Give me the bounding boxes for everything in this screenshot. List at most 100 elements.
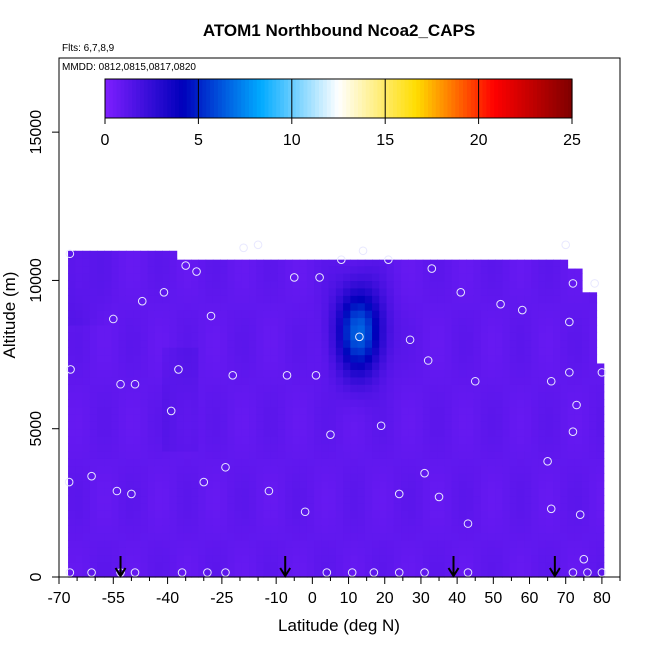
heatmap-cell-830 bbox=[198, 265, 207, 274]
heatmap-cell-2316 bbox=[451, 406, 460, 415]
heatmap-cell-1479 bbox=[314, 554, 322, 563]
heatmap-cell-955 bbox=[220, 295, 228, 304]
heatmap-cell-2815 bbox=[538, 532, 547, 541]
heatmap-cell-2471 bbox=[480, 532, 489, 541]
heatmap-cell-2181 bbox=[429, 450, 438, 459]
heatmap-cell-2250 bbox=[437, 259, 446, 267]
heatmap-cell-2761 bbox=[524, 295, 532, 304]
heatmap-cell-2888 bbox=[545, 310, 554, 319]
heatmap-cell-1497 bbox=[314, 421, 322, 430]
heatmap-cell-844 bbox=[205, 480, 214, 489]
colorbar-swatch-45 bbox=[280, 79, 285, 118]
heatmap-cell-2874 bbox=[545, 413, 554, 422]
heatmap-cell-474 bbox=[140, 317, 149, 326]
heatmap-cell-899 bbox=[212, 391, 221, 400]
heatmap-cell-846 bbox=[205, 465, 214, 474]
heatmap-cell-1243 bbox=[270, 391, 279, 400]
heatmap-cell-16 bbox=[68, 450, 76, 459]
heatmap-cell-1909 bbox=[386, 554, 395, 563]
heatmap-cell-1719 bbox=[350, 369, 359, 378]
heatmap-cell-251 bbox=[104, 339, 113, 348]
heatmap-cell-2829 bbox=[538, 428, 547, 437]
heatmap-cell-1291 bbox=[277, 354, 286, 363]
heatmap-cell-593 bbox=[162, 413, 170, 422]
heatmap-cell-1822 bbox=[372, 562, 380, 571]
heatmap-cell-695 bbox=[176, 310, 185, 319]
heatmap-cell-3158 bbox=[596, 465, 605, 474]
heatmap-cell-465 bbox=[140, 384, 149, 393]
heatmap-cell-1373 bbox=[292, 384, 301, 393]
heatmap-cell-2240 bbox=[437, 332, 446, 341]
heatmap-cell-32 bbox=[68, 332, 76, 341]
heatmap-cell-1454 bbox=[306, 421, 315, 430]
heatmap-cell-3013 bbox=[567, 339, 576, 348]
heatmap-cell-705 bbox=[183, 554, 192, 563]
heatmap-cell-818 bbox=[198, 354, 207, 363]
heatmap-cell-1409 bbox=[299, 436, 308, 445]
heatmap-cell-2400 bbox=[466, 421, 475, 430]
heatmap-cell-1768 bbox=[357, 324, 366, 333]
heatmap-cell-512 bbox=[147, 361, 156, 370]
heatmap-cell-1120 bbox=[249, 347, 257, 356]
heatmap-cell-2388 bbox=[466, 510, 475, 519]
heatmap-cell-2567 bbox=[495, 458, 503, 467]
heatmap-cell-2986 bbox=[567, 539, 576, 548]
sample-point-12 bbox=[130, 568, 140, 577]
chart-title: ATOM1 Northbound Ncoa2_CAPS bbox=[203, 21, 475, 40]
heatmap-cell-2375 bbox=[458, 287, 467, 296]
x-tick-label-10: 50 bbox=[484, 590, 502, 607]
sample-point-28 bbox=[264, 486, 274, 496]
heatmap-cell-1582 bbox=[328, 428, 337, 437]
heatmap-cell-658 bbox=[169, 258, 178, 267]
heatmap-cell-500 bbox=[147, 450, 156, 459]
heatmap-cell-1562 bbox=[321, 259, 330, 267]
heatmap-cell-2493 bbox=[480, 369, 489, 378]
heatmap-cell-2566 bbox=[495, 465, 503, 474]
heatmap-cell-666 bbox=[176, 525, 185, 534]
heatmap-cell-179 bbox=[97, 547, 105, 556]
heatmap-cell-1962 bbox=[393, 480, 402, 489]
heatmap-cell-118 bbox=[82, 347, 91, 356]
heatmap-cell-2642 bbox=[509, 539, 518, 548]
heatmap-cell-314 bbox=[118, 525, 127, 534]
heatmap-cell-306 bbox=[111, 258, 120, 267]
heatmap-cell-2652 bbox=[509, 465, 518, 474]
heatmap-cell-2905 bbox=[553, 502, 561, 511]
heatmap-cell-2138 bbox=[422, 450, 431, 459]
heatmap-cell-864 bbox=[205, 332, 214, 341]
heatmap-cell-1231 bbox=[270, 480, 279, 489]
heatmap-cell-1225 bbox=[270, 525, 279, 534]
heatmap-cell-1924 bbox=[386, 443, 395, 452]
heatmap-cell-2105 bbox=[415, 376, 424, 385]
heatmap-cell-3109 bbox=[589, 539, 598, 548]
heatmap-cell-1204 bbox=[263, 361, 272, 370]
heatmap-cell-698 bbox=[176, 287, 185, 296]
heatmap-cell-2382 bbox=[466, 554, 475, 563]
heatmap-cell-2596 bbox=[502, 562, 511, 571]
heatmap-cell-2161 bbox=[422, 280, 431, 289]
heatmap-cell-2997 bbox=[567, 458, 576, 467]
heatmap-cell-753 bbox=[191, 517, 199, 526]
heatmap-cell-2509 bbox=[487, 569, 496, 578]
heatmap-cell-3168 bbox=[596, 391, 605, 400]
sample-point-40 bbox=[369, 568, 379, 577]
heatmap-cell-2321 bbox=[451, 369, 460, 378]
heatmap-cell-1896 bbox=[379, 332, 388, 341]
heatmap-cell-2496 bbox=[480, 347, 489, 356]
heatmap-cell-3112 bbox=[589, 517, 598, 526]
heatmap-cell-3124 bbox=[589, 428, 598, 437]
heatmap-cell-1063 bbox=[241, 450, 250, 459]
heatmap-cell-2876 bbox=[545, 399, 554, 408]
heatmap-cell-2577 bbox=[495, 384, 503, 393]
heatmap-cell-1477 bbox=[314, 569, 322, 578]
heatmap-cell-1894 bbox=[379, 347, 388, 356]
heatmap-cell-1175 bbox=[256, 259, 265, 267]
heatmap-cell-2732 bbox=[524, 510, 532, 519]
heatmap-cell-1566 bbox=[328, 547, 337, 556]
heatmap-cell-195 bbox=[97, 428, 105, 437]
heatmap-cell-974 bbox=[227, 473, 236, 482]
heatmap-cell-2275 bbox=[444, 391, 453, 400]
heatmap-cell-1161 bbox=[256, 361, 265, 370]
heatmap-cell-1846 bbox=[372, 384, 380, 393]
